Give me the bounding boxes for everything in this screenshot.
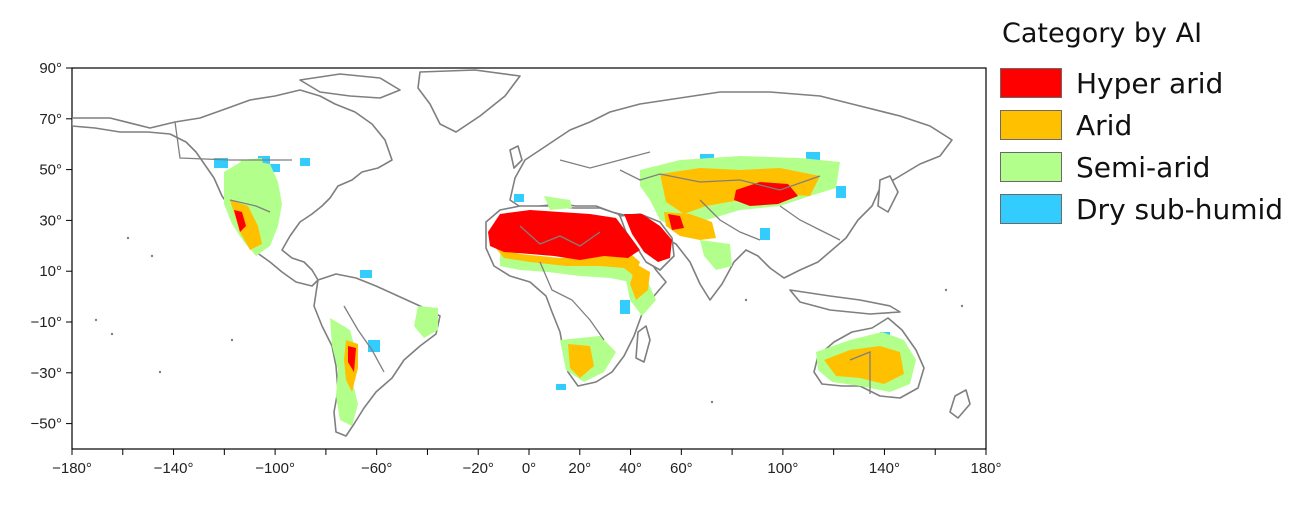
legend-label-hyper-arid: Hyper arid: [1076, 66, 1224, 100]
x-tick-label: 60°: [670, 460, 693, 477]
legend-swatch-dry-sub-humid: [1000, 194, 1062, 224]
y-tick-label: −50°: [31, 416, 62, 433]
small-islands: [94, 236, 964, 404]
legend-swatch-arid: [1000, 110, 1062, 140]
x-axis: −180° −140° −100° −60° −20° 0° 20° 40° 60° 100° 14…: [52, 449, 1002, 477]
y-tick-label: 90°: [39, 60, 62, 77]
legend-label-arid: Arid: [1076, 108, 1133, 142]
legend-item-hyper-arid: Hyper arid: [1000, 63, 1290, 103]
legend-item-semi-arid: Semi-arid: [1000, 147, 1290, 187]
world-map: [72, 69, 971, 437]
legend-label-semi-arid: Semi-arid: [1076, 150, 1211, 184]
y-tick-label: −10°: [31, 314, 62, 331]
x-tick-label: 0°: [522, 460, 536, 477]
legend-item-dry-sub-humid: Dry sub-humid: [1000, 189, 1290, 229]
x-tick-label: 40°: [619, 460, 642, 477]
x-tick-label: −180°: [52, 460, 92, 477]
x-tick-label: 180°: [970, 460, 1001, 477]
y-tick-label: 30°: [39, 212, 62, 229]
arctic-islands-land: [299, 73, 401, 99]
legend-item-arid: Arid: [1000, 105, 1290, 145]
y-tick-label: 10°: [39, 263, 62, 280]
japan-land: [877, 175, 899, 213]
x-tick-label: 100°: [767, 460, 798, 477]
dry-subhumid-zones: [214, 152, 890, 390]
y-tick-label: 50°: [39, 162, 62, 179]
country-borders: [174, 121, 871, 394]
greenland-land: [417, 69, 521, 133]
x-tick-label: −20°: [462, 460, 493, 477]
x-tick-label: 20°: [568, 460, 591, 477]
y-axis: 90° 70° 50° 30° 10° −10° −30° −50°: [31, 60, 72, 433]
legend-swatch-hyper-arid: [1000, 68, 1062, 98]
legend: Category by AI Hyper arid Arid Semi-arid…: [1000, 18, 1290, 231]
madagascar-land: [635, 325, 651, 363]
x-tick-label: 140°: [869, 460, 900, 477]
aridity-zones: [214, 152, 916, 426]
x-tick-label: −60°: [361, 460, 392, 477]
indonesia-land: [789, 289, 901, 315]
legend-title: Category by AI: [1002, 18, 1203, 49]
legend-label-dry-sub-humid: Dry sub-humid: [1076, 192, 1284, 226]
hyper-arid-zones: [234, 182, 798, 372]
y-tick-label: −30°: [31, 365, 62, 382]
legend-swatch-semi-arid: [1000, 152, 1062, 182]
x-tick-label: −140°: [154, 460, 194, 477]
y-tick-label: 70°: [39, 111, 62, 128]
x-tick-label: −100°: [255, 460, 295, 477]
new-zealand-land: [949, 389, 971, 419]
britain-land: [509, 145, 523, 169]
